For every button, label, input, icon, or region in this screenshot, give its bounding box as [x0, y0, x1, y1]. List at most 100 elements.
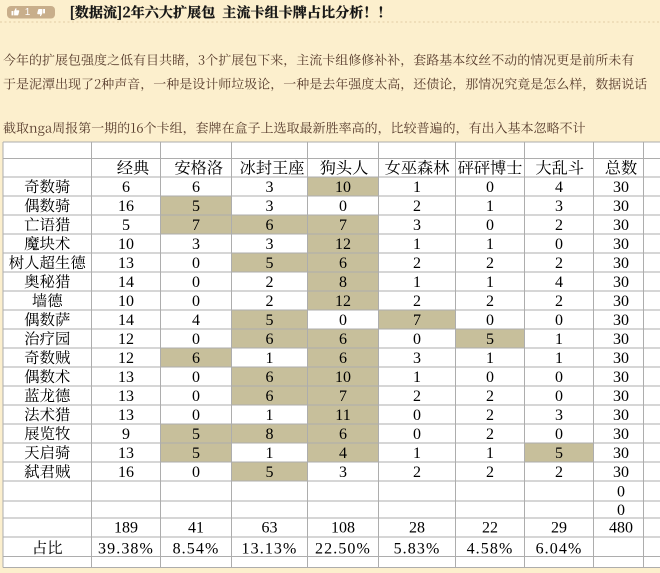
svg-text:0: 0: [192, 407, 200, 424]
svg-text:10: 10: [335, 179, 351, 196]
svg-text:30: 30: [613, 426, 629, 443]
svg-text:6.04%: 6.04%: [536, 541, 583, 558]
svg-text:0: 0: [192, 331, 200, 348]
svg-text:30: 30: [613, 369, 629, 386]
svg-text:4: 4: [555, 179, 563, 196]
svg-text:30: 30: [613, 198, 629, 215]
svg-text:0: 0: [617, 502, 625, 519]
svg-text:0: 0: [192, 255, 200, 272]
svg-text:2: 2: [555, 464, 563, 481]
svg-text:3: 3: [192, 236, 200, 253]
svg-text:3: 3: [339, 464, 347, 481]
svg-text:5: 5: [192, 426, 200, 443]
svg-text:2: 2: [486, 426, 494, 443]
svg-text:1: 1: [486, 198, 494, 215]
svg-text:5: 5: [486, 331, 494, 348]
svg-text:0: 0: [486, 369, 494, 386]
svg-text:6: 6: [122, 179, 130, 196]
svg-text:2: 2: [413, 293, 421, 310]
svg-text:30: 30: [613, 293, 629, 310]
svg-text:1: 1: [486, 445, 494, 462]
svg-text:9: 9: [122, 426, 130, 443]
svg-text:2: 2: [413, 388, 421, 405]
svg-text:7: 7: [339, 217, 347, 234]
svg-text:2: 2: [266, 293, 274, 310]
svg-text:1: 1: [486, 350, 494, 367]
svg-text:0: 0: [192, 388, 200, 405]
svg-text:30: 30: [613, 179, 629, 196]
svg-text:2: 2: [486, 464, 494, 481]
svg-text:13: 13: [118, 255, 134, 272]
svg-text:7: 7: [413, 312, 421, 329]
svg-text:30: 30: [613, 255, 629, 272]
svg-text:30: 30: [613, 407, 629, 424]
svg-text:0: 0: [555, 236, 563, 253]
svg-text:7: 7: [339, 388, 347, 405]
svg-text:4.58%: 4.58%: [467, 541, 514, 558]
svg-text:16: 16: [118, 198, 134, 215]
svg-text:12: 12: [118, 350, 134, 367]
svg-text:6: 6: [339, 331, 347, 348]
svg-text:22: 22: [482, 520, 498, 537]
svg-text:3: 3: [266, 179, 274, 196]
svg-text:30: 30: [613, 331, 629, 348]
svg-text:30: 30: [613, 388, 629, 405]
svg-text:108: 108: [331, 520, 355, 537]
svg-text:13: 13: [118, 369, 134, 386]
svg-text:0: 0: [555, 388, 563, 405]
svg-text:39.38%: 39.38%: [98, 541, 154, 558]
svg-text:4: 4: [339, 445, 347, 462]
svg-text:22.50%: 22.50%: [315, 541, 371, 558]
svg-text:13: 13: [118, 407, 134, 424]
svg-text:2: 2: [486, 293, 494, 310]
svg-text:2: 2: [555, 293, 563, 310]
svg-text:6: 6: [339, 350, 347, 367]
svg-text:6: 6: [266, 388, 274, 405]
svg-text:0: 0: [192, 274, 200, 291]
svg-text:4: 4: [192, 312, 200, 329]
svg-text:3: 3: [555, 198, 563, 215]
svg-text:5: 5: [555, 445, 563, 462]
svg-text:6: 6: [192, 350, 200, 367]
svg-text:28: 28: [409, 520, 425, 537]
svg-text:3: 3: [266, 198, 274, 215]
svg-text:16: 16: [118, 464, 134, 481]
svg-text:2: 2: [555, 255, 563, 272]
svg-text:0: 0: [555, 312, 563, 329]
svg-text:30: 30: [613, 236, 629, 253]
svg-text:6: 6: [339, 426, 347, 443]
svg-text:5: 5: [192, 198, 200, 215]
svg-text:6: 6: [266, 369, 274, 386]
svg-text:5: 5: [266, 464, 274, 481]
svg-text:6: 6: [266, 217, 274, 234]
svg-text:189: 189: [114, 520, 138, 537]
svg-text:2: 2: [555, 217, 563, 234]
svg-text:14: 14: [118, 274, 134, 291]
svg-text:3: 3: [413, 217, 421, 234]
svg-text:6: 6: [339, 255, 347, 272]
svg-text:6: 6: [266, 331, 274, 348]
svg-text:12: 12: [118, 331, 134, 348]
svg-text:0: 0: [555, 369, 563, 386]
svg-text:1: 1: [413, 445, 421, 462]
svg-text:2: 2: [413, 255, 421, 272]
svg-text:480: 480: [609, 520, 633, 537]
svg-text:10: 10: [118, 293, 134, 310]
svg-text:0: 0: [413, 407, 421, 424]
svg-text:1: 1: [266, 350, 274, 367]
svg-text:30: 30: [613, 445, 629, 462]
svg-text:13: 13: [118, 388, 134, 405]
svg-text:1: 1: [486, 236, 494, 253]
svg-text:10: 10: [118, 236, 134, 253]
svg-text:2: 2: [486, 255, 494, 272]
svg-text:30: 30: [613, 217, 629, 234]
svg-text:0: 0: [486, 217, 494, 234]
svg-text:30: 30: [613, 312, 629, 329]
svg-text:6: 6: [192, 179, 200, 196]
svg-text:1: 1: [413, 179, 421, 196]
svg-text:30: 30: [613, 274, 629, 291]
svg-text:63: 63: [262, 520, 278, 537]
svg-text:0: 0: [192, 293, 200, 310]
svg-text:1: 1: [413, 369, 421, 386]
svg-text:1: 1: [413, 236, 421, 253]
